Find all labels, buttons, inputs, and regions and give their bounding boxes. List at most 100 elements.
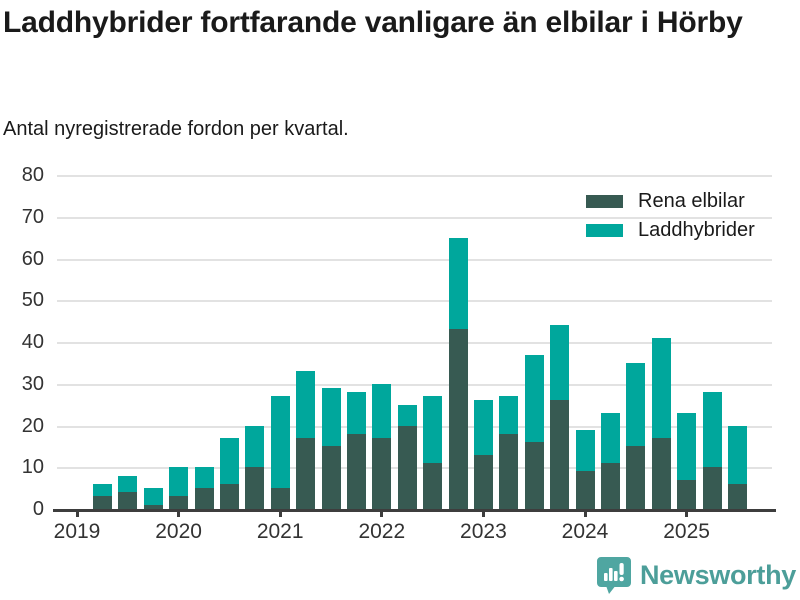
legend-label: Laddhybrider — [638, 218, 755, 241]
segment-rena-elbilar — [118, 492, 138, 509]
stacked-bar-2022-K2 — [397, 404, 417, 509]
segment-rena-elbilar — [194, 488, 214, 509]
stacked-bar-2025-K2 — [702, 392, 722, 509]
x-tick-mark — [75, 509, 79, 517]
stacked-bar-2020-K4 — [245, 425, 265, 509]
segment-rena-elbilar — [397, 425, 417, 509]
segment-laddhybrider — [524, 354, 544, 443]
segment-laddhybrider — [296, 371, 316, 439]
segment-rena-elbilar — [524, 442, 544, 509]
y-tick-label: 30 — [21, 372, 44, 395]
segment-rena-elbilar — [727, 483, 747, 509]
legend-row-laddhybrider: Laddhybrider — [586, 218, 755, 242]
gridline — [57, 383, 772, 386]
segment-laddhybrider — [194, 467, 214, 489]
gridline — [57, 258, 772, 261]
plot-area: 2019 2020 2021 2022 2023 2024 2025 — [53, 175, 776, 543]
segment-laddhybrider — [92, 483, 112, 497]
y-tick-label: 70 — [21, 205, 44, 228]
segment-laddhybrider — [499, 396, 519, 434]
segment-rena-elbilar — [245, 467, 265, 509]
segment-laddhybrider — [702, 392, 722, 468]
stacked-bar-2020-K1 — [169, 467, 189, 509]
segment-laddhybrider — [550, 325, 570, 401]
y-tick-label: 20 — [21, 414, 44, 437]
segment-rena-elbilar — [626, 446, 646, 509]
chart-title: Laddhybrider fortfarande vanligare än el… — [3, 6, 743, 39]
segment-laddhybrider — [169, 467, 189, 497]
segment-laddhybrider — [346, 392, 366, 434]
segment-rena-elbilar — [575, 471, 595, 509]
segment-rena-elbilar — [651, 438, 671, 509]
segment-laddhybrider — [727, 425, 747, 484]
stacked-bar-2021-K3 — [321, 387, 341, 509]
gridline — [57, 342, 772, 344]
stacked-bar-2021-K4 — [346, 392, 366, 509]
segment-rena-elbilar — [448, 329, 468, 509]
segment-laddhybrider — [321, 387, 341, 447]
segment-rena-elbilar — [702, 467, 722, 509]
segment-laddhybrider — [600, 412, 620, 464]
segment-laddhybrider — [677, 412, 697, 480]
newsworthy-wordmark: Newsworthy — [639, 560, 796, 590]
segment-laddhybrider — [651, 337, 671, 439]
segment-laddhybrider — [118, 475, 138, 493]
y-tick-label: 0 — [32, 498, 44, 520]
segment-laddhybrider — [219, 438, 239, 484]
segment-rena-elbilar — [423, 463, 443, 509]
segment-laddhybrider — [143, 488, 163, 505]
x-tick-mark — [685, 509, 689, 517]
segment-rena-elbilar — [346, 433, 366, 509]
x-axis-line — [53, 509, 776, 512]
x-tick-label: 2019 — [53, 520, 101, 543]
stacked-bar-2019-K3 — [118, 475, 138, 509]
stacked-bar-2023-K4 — [550, 325, 570, 509]
segment-rena-elbilar — [219, 483, 239, 509]
stacked-bar-2022-K3 — [423, 396, 443, 509]
y-tick-label: 10 — [21, 456, 44, 479]
segment-laddhybrider — [626, 362, 646, 447]
stacked-bar-2024-K3 — [626, 362, 646, 509]
segment-rena-elbilar — [499, 433, 519, 509]
y-axis-labels: 0 10 20 30 40 50 60 70 80 — [0, 164, 44, 520]
x-tick-mark — [278, 509, 282, 517]
stacked-bar-2021-K2 — [296, 371, 316, 509]
stacked-bar-2023-K3 — [524, 354, 544, 509]
x-tick-label: 2020 — [155, 520, 202, 543]
gridline — [57, 216, 772, 219]
stacked-bar-2021-K1 — [270, 396, 290, 509]
newsworthy-chart-bubble-icon — [596, 557, 631, 594]
stacked-bar-2025-K1 — [677, 412, 697, 509]
gridline — [57, 175, 772, 177]
segment-laddhybrider — [397, 404, 417, 426]
segment-rena-elbilar — [296, 438, 316, 509]
segment-laddhybrider — [448, 237, 468, 330]
segment-rena-elbilar — [677, 479, 697, 509]
legend-label: Rena elbilar — [638, 189, 745, 212]
x-tick-mark — [380, 509, 384, 517]
stacked-bar-2019-K2 — [92, 483, 112, 509]
segment-laddhybrider — [245, 425, 265, 468]
gridline — [57, 300, 772, 303]
segment-rena-elbilar — [169, 496, 189, 509]
y-tick-label: 60 — [21, 247, 44, 270]
x-tick-mark — [177, 509, 181, 517]
newsworthy-branding: Newsworthy — [596, 556, 796, 595]
stacked-bar-2023-K2 — [499, 396, 519, 509]
segment-laddhybrider — [473, 400, 493, 455]
x-tick-label: 2021 — [256, 520, 304, 543]
stacked-bar-2023-K1 — [473, 400, 493, 509]
segment-rena-elbilar — [372, 438, 392, 509]
segment-laddhybrider — [423, 396, 443, 464]
legend: Rena elbilar Laddhybrider — [586, 189, 755, 247]
segment-laddhybrider — [270, 396, 290, 489]
legend-swatch-rena-elbilar — [586, 194, 623, 208]
segment-rena-elbilar — [473, 454, 493, 509]
segment-laddhybrider — [575, 429, 595, 472]
y-tick-label: 50 — [21, 289, 44, 312]
segment-rena-elbilar — [550, 400, 570, 509]
segment-rena-elbilar — [600, 463, 620, 509]
stacked-bar-2022-K1 — [372, 383, 392, 509]
stacked-bar-2020-K2 — [194, 467, 214, 509]
